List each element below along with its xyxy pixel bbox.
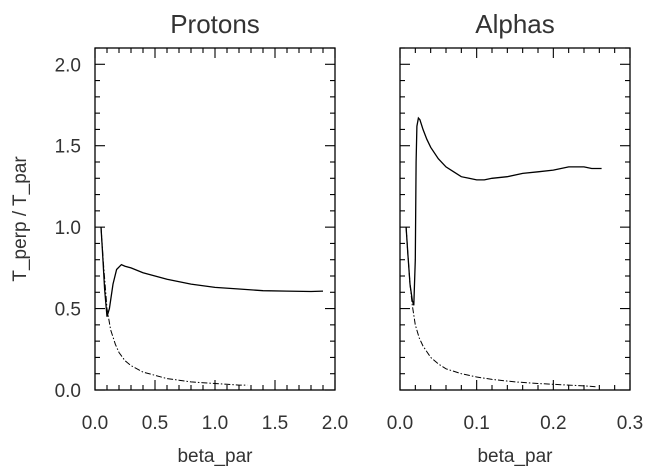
alphas-solid-curve — [405, 116, 602, 306]
protons-y-ticks: 0.0 0.5 1.0 1.5 2.0 — [55, 47, 335, 402]
alphas-dash-dot-curve — [405, 227, 596, 388]
protons-plot-frame — [94, 47, 336, 391]
protons-y-tick-label: 0.0 — [55, 381, 81, 402]
alphas-y-ticks — [400, 47, 630, 391]
protons-panel: Protons 0.0 0.5 1.0 1.5 2.0 0.00.51.01.52.0 … — [10, 9, 348, 467]
protons-dash-dot-curve — [100, 227, 248, 386]
protons-series — [100, 227, 324, 386]
alphas-panel: Alphas 0.0 0.1 0.2 0.3 beta_par — [387, 9, 643, 467]
protons-title: Protons — [170, 9, 260, 39]
protons-y-tick-label: 1.5 — [55, 137, 81, 158]
protons-y-tick-label: 0.5 — [55, 300, 81, 321]
alphas-x-tick-label: 0.2 — [540, 413, 566, 434]
protons-x-tick-label: 2.0 — [322, 413, 348, 434]
protons-y-tick-label: 2.0 — [55, 55, 81, 76]
alphas-x-axis-label: beta_par — [477, 446, 553, 467]
protons-x-ticks: 0.0 0.5 1.0 1.5 2.0 — [82, 48, 348, 434]
alphas-x-ticks: 0.0 0.1 0.2 0.3 — [387, 48, 643, 434]
protons-x-tick-label: 0.5 — [142, 413, 168, 434]
y-axis-label: T_perp / T_par — [10, 156, 31, 282]
protons-y-tick-label: 1.0 — [55, 218, 81, 239]
alphas-x-tick-label: 0.1 — [463, 413, 489, 434]
protons-x-tick-label: 1.0 — [202, 413, 228, 434]
protons-x-tick-label: 1.5 — [262, 413, 288, 434]
alphas-plot-frame — [399, 47, 631, 391]
alphas-x-tick-label: 0.0 — [387, 413, 413, 434]
alphas-series — [405, 116, 602, 388]
protons-x-axis-label: beta_par — [177, 446, 253, 467]
alphas-x-tick-label: 0.3 — [617, 413, 643, 434]
protons-x-tick-label: 0.0 — [82, 413, 108, 434]
alphas-title: Alphas — [475, 9, 555, 39]
protons-solid-curve — [100, 227, 324, 317]
